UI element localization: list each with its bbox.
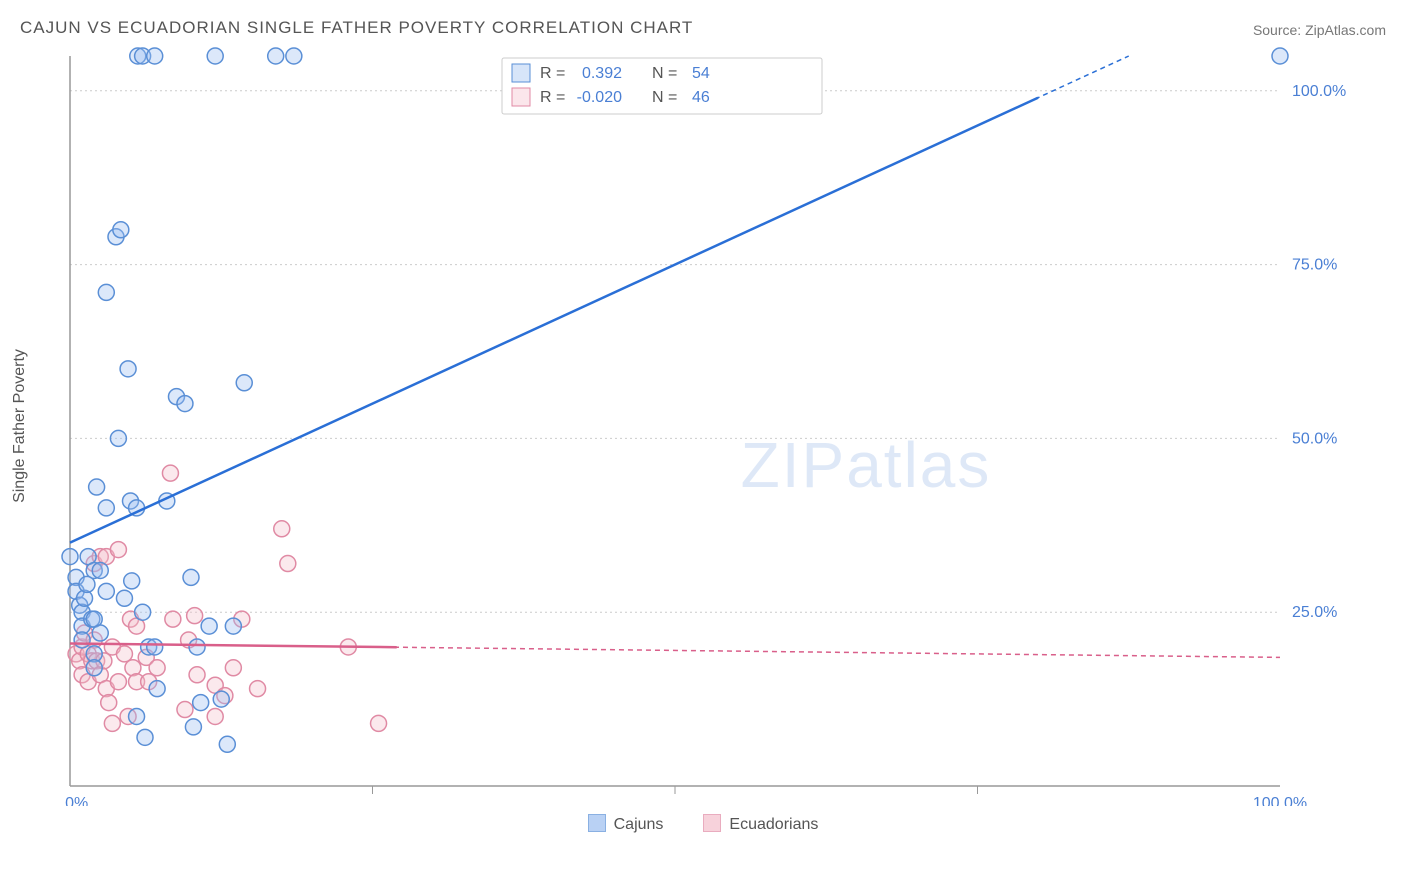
cajuns-point (183, 569, 199, 585)
cajuns-point (135, 604, 151, 620)
cajuns-point (89, 479, 105, 495)
svg-text:R =: R = (540, 65, 565, 82)
ecuadorians-point (104, 715, 120, 731)
cajuns-point (98, 583, 114, 599)
svg-text:ZIPatlas: ZIPatlas (741, 429, 992, 501)
cajuns-point (207, 48, 223, 64)
svg-text:N =: N = (652, 89, 677, 106)
cajuns-point (286, 48, 302, 64)
ecuadorians-point (101, 695, 117, 711)
cajuns-point (116, 590, 132, 606)
chart-title: CAJUN VS ECUADORIAN SINGLE FATHER POVERT… (20, 18, 693, 38)
cajuns-point (98, 284, 114, 300)
ecuadorians-point (177, 702, 193, 718)
legend-swatch (703, 814, 721, 832)
cajuns-point (147, 639, 163, 655)
svg-text:N =: N = (652, 65, 677, 82)
cajuns-point (137, 729, 153, 745)
ecuadorians-point (116, 646, 132, 662)
x-tick-label: 100.0% (1253, 795, 1307, 806)
cajuns-point (120, 361, 136, 377)
ecuadorians-point (162, 465, 178, 481)
legend-label: Ecuadorians (729, 816, 818, 833)
legend-item-cajuns: Cajuns (588, 814, 664, 834)
cajuns-point (113, 222, 129, 238)
y-tick-label: 100.0% (1292, 83, 1346, 100)
ecuadorians-point (371, 715, 387, 731)
cajuns-point (92, 625, 108, 641)
ecuadorians-point (280, 556, 296, 572)
y-tick-label: 50.0% (1292, 430, 1337, 447)
cajuns-point (177, 396, 193, 412)
cajuns-point (185, 719, 201, 735)
legend-swatch (588, 814, 606, 832)
cajuns-point (110, 430, 126, 446)
cajuns-point (129, 708, 145, 724)
svg-text:-0.020: -0.020 (577, 89, 622, 106)
ecuadorians-point (189, 667, 205, 683)
cajuns-point (147, 48, 163, 64)
cajuns-point (98, 500, 114, 516)
cajuns-point (149, 681, 165, 697)
cajuns-point (193, 695, 209, 711)
cajuns-point (86, 660, 102, 676)
cajuns-point (62, 549, 78, 565)
ecuadorians-point (187, 608, 203, 624)
ecuadorians-point (165, 611, 181, 627)
cajuns-point (268, 48, 284, 64)
ecuadorians-point (149, 660, 165, 676)
y-tick-label: 75.0% (1292, 257, 1337, 274)
x-tick-label: 0.0% (60, 795, 88, 806)
cajuns-point (219, 736, 235, 752)
ecuadorians-point (250, 681, 266, 697)
series-legend: Cajuns Ecuadorians (0, 806, 1406, 834)
svg-text:R =: R = (540, 89, 565, 106)
cajuns-point (225, 618, 241, 634)
cajuns-point (213, 691, 229, 707)
legend-label: Cajuns (614, 816, 664, 833)
cajuns-point (201, 618, 217, 634)
cajuns-point (189, 639, 205, 655)
correlation-scatter-chart: ZIPatlas 25.0% 50.0% 75.0% 100.0% 0.0% 100.0% R… (60, 46, 1360, 806)
chart-source: Source: ZipAtlas.com (1253, 22, 1386, 38)
ecuadorians-point (110, 674, 126, 690)
y-axis-label: Single Father Poverty (11, 349, 29, 503)
legend-item-ecuadorians: Ecuadorians (703, 814, 818, 834)
cajuns-point (236, 375, 252, 391)
ecuadorians-point (274, 521, 290, 537)
cajuns-point (74, 632, 90, 648)
cajuns-point (92, 562, 108, 578)
ecuadorians-point (225, 660, 241, 676)
cajuns-point (124, 573, 140, 589)
svg-text:46: 46 (692, 89, 710, 106)
ecuadorians-point (110, 542, 126, 558)
ecuadorians-point (207, 708, 223, 724)
y-tick-label: 25.0% (1292, 604, 1337, 621)
svg-text:54: 54 (692, 65, 710, 82)
svg-text:0.392: 0.392 (582, 65, 622, 82)
cajuns-point (1272, 48, 1288, 64)
